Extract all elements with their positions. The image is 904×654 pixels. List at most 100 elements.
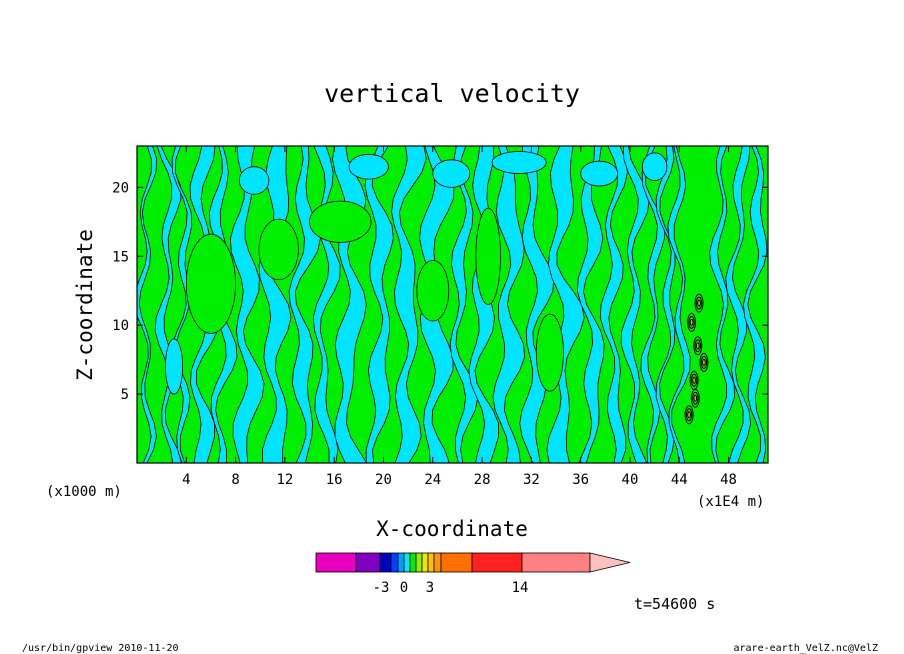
plot-area — [137, 146, 768, 463]
strong-contour — [689, 318, 694, 326]
strong-updraft-zone — [684, 293, 709, 425]
contour-band — [709, 146, 736, 463]
contour-patch — [535, 313, 564, 392]
strong-contour — [687, 312, 697, 332]
y-axis-unit: (x1000 m) — [46, 484, 122, 500]
contour-band — [364, 146, 394, 463]
y-tick-label: 5 — [121, 387, 129, 403]
strong-contour — [695, 296, 703, 310]
colorbar-tick-label: 3 — [426, 580, 434, 596]
time-label: t=54600 s — [634, 595, 715, 613]
strong-contour — [697, 299, 701, 307]
colorbar-segment — [403, 552, 411, 573]
footer-right: arare-earth_VelZ.nc@VelZ — [734, 643, 879, 654]
x-tick-label: 8 — [231, 472, 239, 488]
contour-band — [229, 146, 265, 463]
colorbar-tick-label: 0 — [400, 580, 408, 596]
contour-band — [640, 146, 665, 463]
contour-patch — [309, 200, 372, 243]
contour-band — [208, 146, 238, 463]
contour-patch — [238, 166, 270, 195]
x-tick-label: 4 — [182, 472, 190, 488]
colorbar-segment — [521, 552, 591, 573]
colorbar-segment — [355, 552, 381, 573]
strong-contour — [684, 405, 694, 425]
contour-band — [620, 146, 650, 463]
x-axis-unit: (x1E4 m) — [697, 494, 764, 510]
strong-contour — [695, 342, 700, 350]
x-axis-label: X-coordinate — [376, 517, 528, 541]
colorbar-segment — [379, 552, 392, 573]
x-tick-label: 40 — [622, 472, 639, 488]
contour-band — [391, 146, 427, 463]
contour-patch — [348, 153, 389, 180]
strong-contour — [692, 376, 696, 384]
colorbar-segment — [397, 552, 405, 573]
x-tick-label: 44 — [671, 472, 688, 488]
strong-contour — [690, 373, 698, 387]
strong-contour — [687, 411, 691, 419]
colorbar-segment — [415, 552, 423, 573]
contour-patch — [416, 260, 450, 322]
x-tick-label: 20 — [375, 472, 392, 488]
x-tick-label: 16 — [326, 472, 343, 488]
colorbar-segment — [390, 552, 399, 573]
colorbar-segment — [440, 552, 473, 573]
contour-band — [419, 146, 455, 463]
x-tick-label: 28 — [474, 472, 491, 488]
colorbar-ticks: -3 0 3 14 — [373, 580, 529, 596]
x-tick-label: 36 — [572, 472, 589, 488]
contour-bands — [137, 146, 768, 463]
footer-left: /usr/bin/gpview 2010-11-20 — [22, 643, 179, 654]
contour-patch — [432, 159, 471, 188]
strong-contour — [690, 388, 700, 408]
contour-band — [576, 146, 605, 463]
colorbar-segment — [471, 552, 523, 573]
contour-patch — [641, 152, 668, 181]
strong-contour — [688, 315, 695, 329]
colorbar-segment — [315, 552, 357, 573]
strong-contour — [694, 339, 701, 353]
strong-contour — [693, 394, 698, 402]
strong-contour — [692, 391, 699, 405]
colorbar-extend-arrow — [589, 552, 631, 573]
colorbar-tick-label: -3 — [373, 580, 390, 596]
x-axis-ticks: 4 8 12 16 20 24 28 32 36 40 44 48 — [182, 146, 737, 488]
contour-band — [137, 146, 158, 463]
x-tick-label: 12 — [276, 472, 293, 488]
strong-contour — [685, 408, 693, 422]
colorbar-segment — [409, 552, 417, 573]
contour-band — [655, 146, 676, 463]
contour-patch — [491, 151, 547, 174]
y-tick-label: 15 — [112, 249, 129, 265]
chart-title: vertical velocity — [324, 79, 580, 108]
contour-band — [599, 146, 628, 463]
contour-band — [332, 146, 368, 463]
strong-contour — [702, 358, 706, 366]
contour-patch — [185, 233, 236, 334]
y-tick-label: 20 — [112, 180, 129, 196]
y-axis-ticks: 5 10 15 20 — [112, 180, 768, 403]
x-tick-label: 32 — [523, 472, 540, 488]
strong-contour — [699, 352, 709, 372]
contour-patch — [164, 338, 183, 395]
contour-band — [492, 146, 526, 463]
strong-contour — [694, 293, 704, 313]
x-tick-label: 48 — [720, 472, 737, 488]
contour-band — [742, 146, 768, 463]
strong-contour — [693, 336, 703, 356]
contour-patch — [258, 218, 299, 281]
colorbar-segment — [433, 552, 442, 573]
strong-contour — [700, 355, 708, 369]
x-tick-label: 24 — [424, 472, 441, 488]
contour-patch — [580, 160, 619, 187]
contour-patches — [164, 151, 668, 395]
contour-band — [667, 146, 691, 463]
y-axis-label: Z-coordinate — [73, 229, 97, 381]
colorbar — [315, 552, 631, 573]
colorbar-segment — [427, 552, 435, 573]
contour-patch — [475, 207, 501, 305]
plot-frame — [136, 145, 769, 464]
contour-band — [725, 146, 752, 463]
